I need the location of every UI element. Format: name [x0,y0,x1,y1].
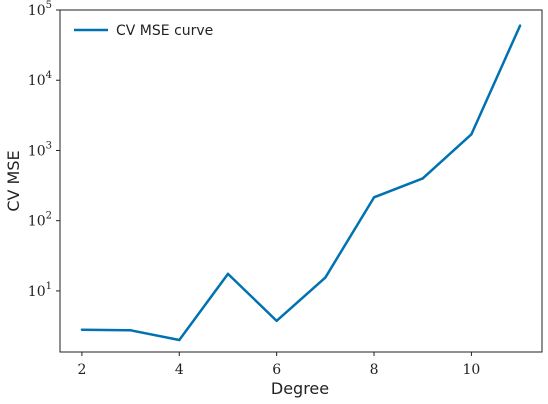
data-point [518,24,522,27]
data-point [372,196,376,199]
data-points [80,24,522,342]
legend: CV MSE curve [74,23,213,39]
y-tick-label: 104 [28,70,52,89]
y-tick-label: 102 [28,211,52,230]
data-point [324,276,327,279]
data-point [178,338,181,342]
series-line-cv-mse [81,25,522,342]
data-point [80,328,84,331]
data-point [226,272,230,276]
y-tick-label: 105 [28,0,52,19]
x-tick-label: 2 [77,362,86,378]
y-tick-label: 101 [28,281,52,300]
data-point [421,177,424,180]
data-point [275,319,278,323]
x-tick-label: 8 [370,362,379,378]
x-tick-label: 4 [175,362,184,378]
y-tick-label: 103 [28,140,52,159]
data-point [470,133,473,136]
legend-label: CV MSE curve [116,23,213,39]
plot-frame [59,9,543,353]
y-ticks: 101 102 103 104 105 [28,0,60,300]
x-tick-label: 6 [272,362,281,378]
y-axis-label: CV MSE [4,150,23,211]
x-axis-label: Degree [271,379,329,398]
x-ticks: 2 4 6 8 10 [77,352,480,378]
data-point [129,329,132,332]
x-tick-label: 10 [462,362,480,378]
